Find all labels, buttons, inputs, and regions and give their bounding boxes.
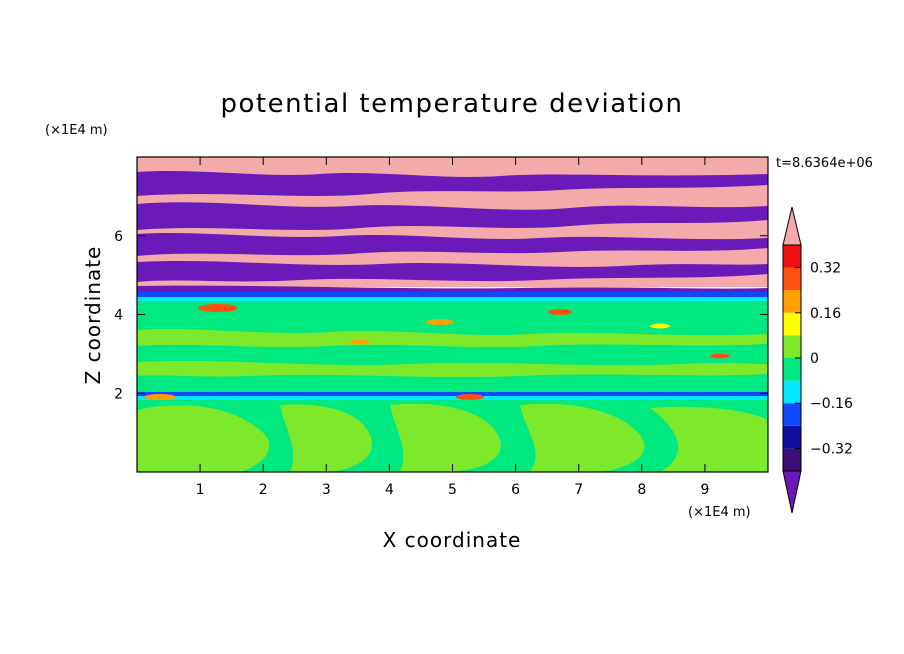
x-axis-ticks: 1 2 3 4 5 6 7 8 9: [196, 157, 709, 498]
warm-anomaly: [350, 339, 370, 345]
colorbar-segment: [783, 403, 801, 426]
colorbar-under-arrow: [782, 470, 802, 514]
x-axis-unit: (×1E4 m): [688, 505, 751, 520]
x-tick-label: 3: [322, 482, 331, 498]
upper-layer: [137, 261, 768, 282]
colorbar-segment: [783, 267, 801, 291]
x-tick-label: 1: [196, 482, 205, 498]
time-label: t=8.6364e+06: [776, 156, 873, 171]
x-tick-label: 7: [574, 482, 583, 498]
colorbar-tick-label: −0.32: [810, 441, 853, 457]
x-axis-title: X coordinate: [383, 528, 522, 552]
colorbar-segment: [783, 448, 801, 471]
plot-field: [137, 157, 768, 472]
x-tick-label: 2: [259, 482, 268, 498]
mid-green-patch: [137, 329, 768, 348]
warm-anomaly: [144, 394, 176, 400]
bottom-cell: [390, 403, 501, 472]
bottom-cell: [137, 405, 270, 472]
lower-band: [137, 392, 768, 396]
colorbar-tick-label: −0.16: [810, 396, 853, 412]
colorbar-tick-label: 0.32: [810, 261, 841, 277]
colorbar: 0.32 0.16 0 −0.16 −0.32: [782, 206, 853, 514]
lower-band: [137, 396, 768, 400]
warm-anomaly: [650, 323, 670, 329]
x-tick-label: 9: [700, 482, 709, 498]
y-tick-label: 2: [114, 386, 123, 402]
transition-band: [137, 292, 768, 297]
colorbar-over-arrow: [782, 206, 802, 246]
x-tick-label: 4: [385, 482, 394, 498]
colorbar-segment: [783, 335, 801, 358]
colorbar-segment: [783, 245, 801, 268]
x-tick-label: 5: [448, 482, 457, 498]
warm-anomaly: [426, 319, 454, 325]
warm-anomaly: [710, 353, 730, 359]
y-axis-unit: (×1E4 m): [45, 123, 108, 138]
warm-anomaly: [548, 309, 572, 315]
colorbar-segment: [783, 312, 801, 336]
x-tick-label: 6: [511, 482, 520, 498]
colorbar-segment: [783, 380, 801, 404]
colorbar-tick-label: 0: [810, 351, 819, 367]
bottom-cell: [280, 404, 372, 472]
transition-band: [137, 297, 768, 301]
mid-green-patch: [137, 361, 768, 378]
colorbar-tick-label: 0.16: [810, 306, 841, 322]
y-axis-title: Z coordinate: [81, 246, 105, 385]
warm-anomaly: [456, 394, 484, 400]
chart-title: potential temperature deviation: [221, 89, 684, 119]
colorbar-segment: [783, 358, 801, 381]
y-tick-label: 6: [114, 229, 123, 245]
y-tick-label: 4: [114, 308, 123, 324]
bottom-cell: [650, 406, 768, 472]
upper-layer: [137, 202, 768, 230]
y-axis-ticks: 2 4 6: [114, 229, 768, 402]
x-tick-label: 8: [637, 482, 646, 498]
bottom-cell: [520, 403, 645, 472]
upper-layer: [137, 171, 768, 196]
upper-layer: [137, 233, 768, 256]
colorbar-segment: [783, 425, 801, 449]
warm-anomaly: [198, 304, 238, 312]
colorbar-segment: [783, 290, 801, 313]
